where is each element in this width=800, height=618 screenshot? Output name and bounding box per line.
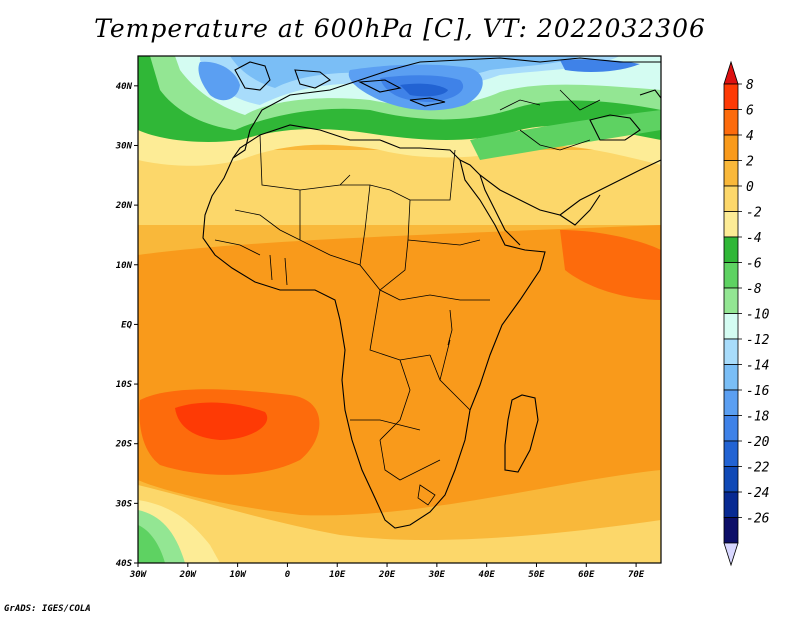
lat-tick-label: 20N xyxy=(115,201,133,211)
lat-tick-label: 10N xyxy=(116,261,133,271)
colorbar-segment xyxy=(723,313,739,340)
lat-tick-label: 30N xyxy=(115,141,133,151)
colorbar-label: -2 xyxy=(746,206,762,221)
colorbar-top-cap xyxy=(723,60,739,85)
lon-tick-label: 60E xyxy=(578,570,595,580)
lon-tick-label: 50E xyxy=(528,570,545,580)
field-south-atlantic-hot xyxy=(175,402,268,440)
lat-tick-label: EQ xyxy=(121,320,132,330)
coastlines xyxy=(202,57,661,529)
lon-tick-label: 10E xyxy=(329,570,346,580)
lon-tick-label: 30E xyxy=(428,570,446,580)
colorbar-label: 4 xyxy=(746,129,754,144)
colorbar-label: -8 xyxy=(746,282,762,297)
colorbar: 8 6 4 2 0 -2 -4 -6 -8 -10 -12 -14 -16 -18 -20 -22 -24 -26 xyxy=(723,60,770,567)
latitude-axis: 40N 30N 20N 10N EQ 10S 20S 30S 40S xyxy=(115,82,138,569)
colorbar-segment xyxy=(723,262,739,289)
lon-tick-label: 70E xyxy=(628,570,645,580)
map-frame xyxy=(137,55,662,564)
colorbar-segment xyxy=(723,491,739,518)
lon-tick-label: 0 xyxy=(285,570,291,580)
colorbar-segment xyxy=(723,160,739,187)
colorbar-label: -4 xyxy=(746,231,762,246)
colorbar-label: -22 xyxy=(746,461,770,476)
africa-coastline xyxy=(202,124,546,529)
colorbar-label: -12 xyxy=(746,333,770,348)
colorbar-segment xyxy=(723,109,739,136)
colorbar-segment xyxy=(723,134,739,161)
colorbar-segment xyxy=(723,287,739,314)
colorbar-segment xyxy=(723,338,739,365)
colorbar-segment xyxy=(723,466,739,493)
colorbar-label: -18 xyxy=(746,410,770,425)
colorbar-segment xyxy=(723,236,739,263)
map-title: Temperature at 600hPa [C], VT: 202203230… xyxy=(94,14,706,43)
field-arabian-sea-warm xyxy=(560,230,661,300)
colorbar-segment xyxy=(723,415,739,442)
colorbar-label: -20 xyxy=(746,435,770,450)
lon-tick-label: 20W xyxy=(179,570,198,580)
colorbar-label: -24 xyxy=(746,486,769,501)
colorbar-segment xyxy=(723,389,739,416)
colorbar-segment xyxy=(723,440,739,467)
temperature-field xyxy=(138,56,661,563)
lat-tick-label: 10S xyxy=(116,380,133,390)
colorbar-label: -10 xyxy=(746,308,770,323)
colorbar-label: -6 xyxy=(746,257,762,272)
colorbar-bottom-cap xyxy=(723,542,739,567)
lon-tick-label: 40E xyxy=(479,570,496,580)
lat-tick-label: 30S xyxy=(115,499,133,509)
lon-tick-label: 20E xyxy=(378,570,396,580)
longitude-axis: 30W 20W 10W 0 10E 20E 30E 40E 50E 60E 70E xyxy=(129,563,645,580)
colorbar-segment xyxy=(723,211,739,238)
lon-tick-label: 10W xyxy=(229,570,247,580)
field-southern-cool xyxy=(138,485,661,563)
colorbar-segment xyxy=(723,83,739,110)
colorbar-label: 6 xyxy=(746,104,754,119)
lat-tick-label: 40N xyxy=(116,82,133,92)
madagascar-coastline xyxy=(504,394,539,473)
colorbar-label: 0 xyxy=(746,180,754,195)
credit-text: GrADS: IGES/COLA xyxy=(4,604,91,614)
lon-tick-label: 30W xyxy=(129,570,148,580)
lat-tick-label: 40S xyxy=(116,559,133,569)
colorbar-label: -16 xyxy=(746,384,770,399)
lat-tick-label: 20S xyxy=(115,440,133,450)
colorbar-label: -14 xyxy=(746,359,769,374)
colorbar-label: 2 xyxy=(746,155,754,170)
colorbar-label: 8 xyxy=(746,78,754,93)
country-borders xyxy=(214,89,601,506)
colorbar-segment xyxy=(723,185,739,212)
colorbar-segment xyxy=(723,517,739,544)
colorbar-label: -26 xyxy=(746,512,770,527)
colorbar-segment xyxy=(723,364,739,391)
